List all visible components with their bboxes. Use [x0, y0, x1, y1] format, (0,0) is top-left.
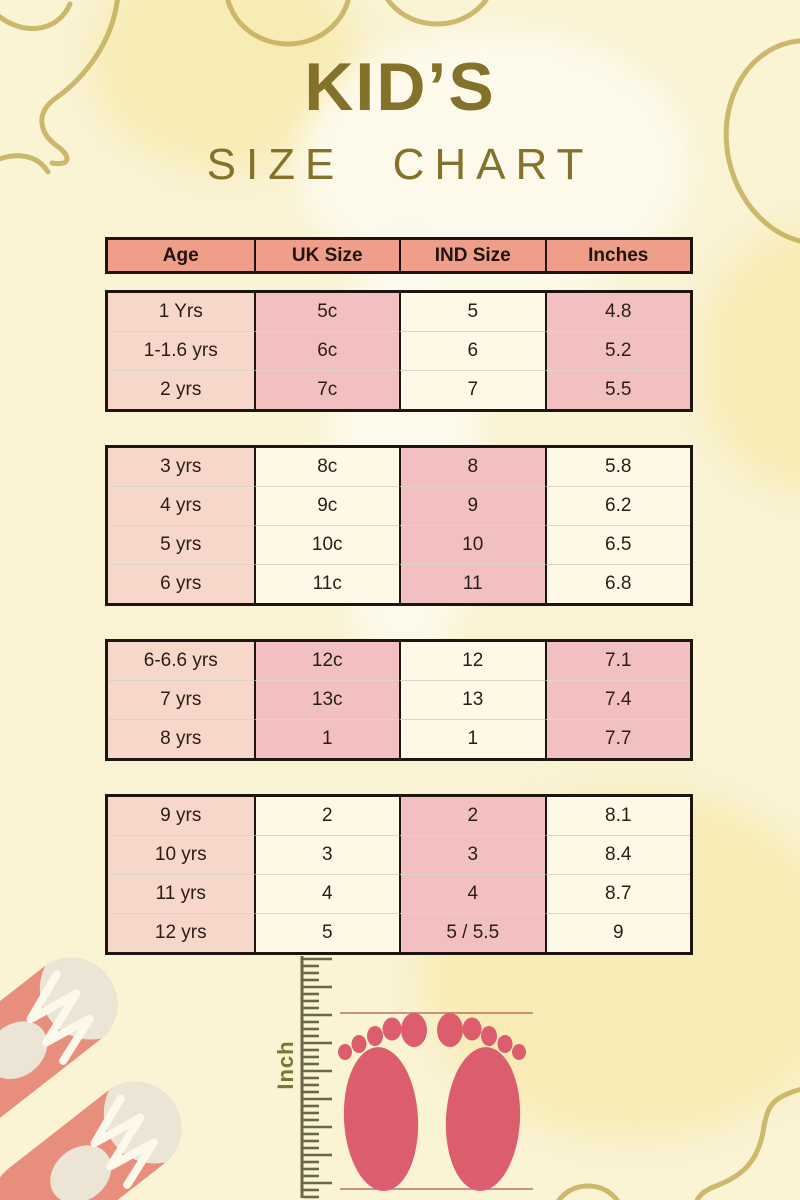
table-cell: 3 yrs — [108, 448, 254, 486]
table-cell: 11c — [253, 564, 399, 603]
baby-shoe-line-art-bottom-right — [556, 1087, 800, 1200]
table-cell: 5.8 — [544, 448, 690, 486]
table-cell: 13c — [253, 680, 399, 719]
table-blocks: 1 Yrs 5c 5 4.8 1-1.6 yrs 6c 6 5.2 2 yrs 7c 7 5.5 3 y… — [105, 290, 693, 988]
table-cell: 6 — [399, 331, 545, 370]
table-cell: 5 — [253, 913, 399, 952]
table-cell: 6.2 — [544, 486, 690, 525]
table-cell: 7.7 — [544, 719, 690, 758]
table-cell: 5 yrs — [108, 525, 254, 564]
table-cell: 7.4 — [544, 680, 690, 719]
table-cell: 6.5 — [544, 525, 690, 564]
table-cell: 4.8 — [544, 293, 690, 331]
table-cell: 8.7 — [544, 874, 690, 913]
table-cell: 12 yrs — [108, 913, 254, 952]
column-header-uk-size: UK Size — [253, 240, 400, 271]
table-cell: 2 yrs — [108, 370, 254, 409]
inch-axis-label: Inch — [273, 1040, 298, 1090]
table-cell: 7 — [399, 370, 545, 409]
table-cell: 11 — [399, 564, 545, 603]
table-cell: 7c — [253, 370, 399, 409]
table-cell: 1 Yrs — [108, 293, 254, 331]
table-cell: 11 yrs — [108, 874, 254, 913]
table-cell: 7.1 — [544, 642, 690, 680]
table-block-2: 3 yrs 8c 8 5.8 4 yrs 9c 9 6.2 5 yrs 10c 10 6.5 6 yrs… — [105, 445, 693, 606]
table-cell: 9 yrs — [108, 797, 254, 835]
footprints-icon — [338, 1013, 526, 1193]
column-header-ind-size: IND Size — [399, 240, 545, 271]
table-cell: 1-1.6 yrs — [108, 331, 254, 370]
table-cell: 10 — [399, 525, 545, 564]
table-cell: 4 yrs — [108, 486, 254, 525]
table-cell: 9 — [544, 913, 690, 952]
table-cell: 1 — [399, 719, 545, 758]
table-cell: 3 — [399, 835, 545, 874]
table-cell: 13 — [399, 680, 545, 719]
page-subtitle: SIZE CHART — [206, 140, 594, 189]
table-block-1: 1 Yrs 5c 5 4.8 1-1.6 yrs 6c 6 5.2 2 yrs 7c 7 5.5 — [105, 290, 693, 412]
table-cell: 6c — [253, 331, 399, 370]
table-cell: 4 — [399, 874, 545, 913]
table-cell: 2 — [253, 797, 399, 835]
measure-lines — [340, 1012, 533, 1190]
table-cell: 2 — [399, 797, 545, 835]
table-cell: 10c — [253, 525, 399, 564]
table-cell: 9 — [399, 486, 545, 525]
column-header-age: Age — [162, 244, 199, 266]
table-cell: 4 — [253, 874, 399, 913]
table-cell: 6.8 — [544, 564, 690, 603]
table-cell: 7 yrs — [108, 680, 254, 719]
table-cell: 8c — [253, 448, 399, 486]
table-cell: 6 yrs — [108, 564, 254, 603]
table-block-4: 9 yrs 2 2 8.1 10 yrs 3 3 8.4 11 yrs 4 4 8.7 12 yrs 5 5… — [105, 794, 693, 955]
table-block-3: 6-6.6 yrs 12c 12 7.1 7 yrs 13c 13 7.4 8 yrs 1 1 7.7 — [105, 639, 693, 761]
table-cell: 3 — [253, 835, 399, 874]
table-cell: 9c — [253, 486, 399, 525]
table-cell: 8.4 — [544, 835, 690, 874]
circle-line-art-top-center — [225, 0, 489, 47]
size-table-header: Age UK Size IND Size Inches — [105, 237, 693, 274]
ruler-icon — [300, 956, 332, 1199]
table-cell: 10 yrs — [108, 835, 254, 874]
table-cell: 8 — [399, 448, 545, 486]
table-cell: 6-6.6 yrs — [108, 642, 254, 680]
page-title: KID’S — [304, 49, 496, 125]
table-cell: 12c — [253, 642, 399, 680]
table-cell: 8 yrs — [108, 719, 254, 758]
table-cell: 5 — [399, 293, 545, 331]
background-blob — [700, 230, 800, 490]
table-cell: 5.2 — [544, 331, 690, 370]
table-cell: 5.5 — [544, 370, 690, 409]
table-cell: 8.1 — [544, 797, 690, 835]
table-cell: 5c — [253, 293, 399, 331]
table-cell: 1 — [253, 719, 399, 758]
table-cell: 12 — [399, 642, 545, 680]
table-cell: 5 / 5.5 — [399, 913, 545, 952]
column-header-inches: Inches — [544, 240, 691, 271]
